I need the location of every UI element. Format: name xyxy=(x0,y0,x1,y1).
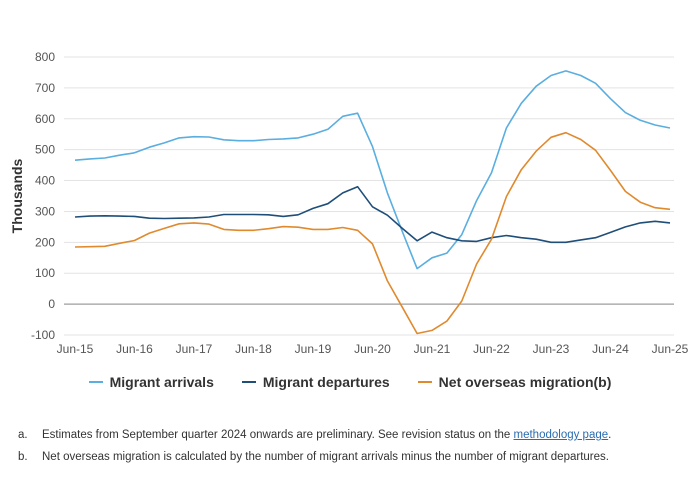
legend-swatch-arrivals xyxy=(88,381,103,383)
y-axis-label: Thousands xyxy=(9,158,25,233)
x-tick-label: Jun-24 xyxy=(592,342,629,356)
footnote-a-text-after: . xyxy=(608,429,612,441)
series-line-migrant-departures xyxy=(74,185,671,244)
series-line-net-overseas-migration xyxy=(74,131,671,335)
legend-item-departures[interactable]: Migrant departures xyxy=(241,374,390,390)
footnote-b-text: Net overseas migration is calculated by … xyxy=(42,451,609,463)
footnote-a-text-before: Estimates from September quarter 2024 on… xyxy=(42,429,514,441)
y-tick-label: 700 xyxy=(35,81,55,95)
legend-label-departures: Migrant departures xyxy=(262,374,390,390)
footnotes: a. Estimates from September quarter 2024… xyxy=(0,424,700,468)
legend-item-net-migration[interactable]: Net overseas migration(b) xyxy=(417,374,612,390)
y-tick-label: 100 xyxy=(35,266,55,280)
x-tick-label: Jun-17 xyxy=(176,342,213,356)
y-tick-label: 0 xyxy=(48,297,55,311)
footnote-a-text: Estimates from September quarter 2024 on… xyxy=(36,429,611,441)
x-tick-label: Jun-22 xyxy=(473,342,510,356)
series-line-migrant-arrivals xyxy=(74,70,671,270)
x-tick-label: Jun-18 xyxy=(235,342,272,356)
footnote-a: a. Estimates from September quarter 2024… xyxy=(0,424,700,446)
series-lines xyxy=(74,70,671,335)
legend-label-arrivals: Migrant arrivals xyxy=(109,374,214,390)
chart-legend: Migrant arrivals Migrant departures Net … xyxy=(0,374,700,390)
legend-swatch-departures xyxy=(241,381,256,383)
x-tick-label: Jun-23 xyxy=(533,342,570,356)
x-tick-label: Jun-19 xyxy=(295,342,332,356)
x-tick-label: Jun-21 xyxy=(414,342,451,356)
y-tick-label: 600 xyxy=(35,112,55,126)
y-tick-label: 400 xyxy=(35,174,55,188)
legend-swatch-net-migration xyxy=(417,381,432,383)
y-tick-label: -100 xyxy=(31,328,55,342)
legend-item-arrivals[interactable]: Migrant arrivals xyxy=(88,374,214,390)
x-tick-label: Jun-25 xyxy=(652,342,689,356)
grid-lines xyxy=(64,56,674,336)
x-tick-label: Jun-16 xyxy=(116,342,153,356)
footnote-a-letter: a. xyxy=(18,429,28,441)
x-axis-ticks: Jun-15 Jun-16 Jun-17 Jun-18 Jun-19 Jun-20 Jun-… xyxy=(57,342,689,356)
y-tick-label: 800 xyxy=(35,50,55,64)
y-tick-label: 200 xyxy=(35,235,55,249)
y-axis-ticks: 800 700 600 500 400 300 200 100 0 -100 xyxy=(31,50,55,342)
x-tick-label: Jun-20 xyxy=(354,342,391,356)
legend-label-net-migration: Net overseas migration(b) xyxy=(438,374,612,390)
y-tick-label: 500 xyxy=(35,143,55,157)
footnote-b-letter: b. xyxy=(18,451,28,463)
footnote-b: b. Net overseas migration is calculated … xyxy=(0,446,700,468)
y-tick-label: 300 xyxy=(35,204,55,218)
methodology-page-link[interactable]: methodology page xyxy=(513,429,609,441)
x-tick-label: Jun-15 xyxy=(57,342,94,356)
